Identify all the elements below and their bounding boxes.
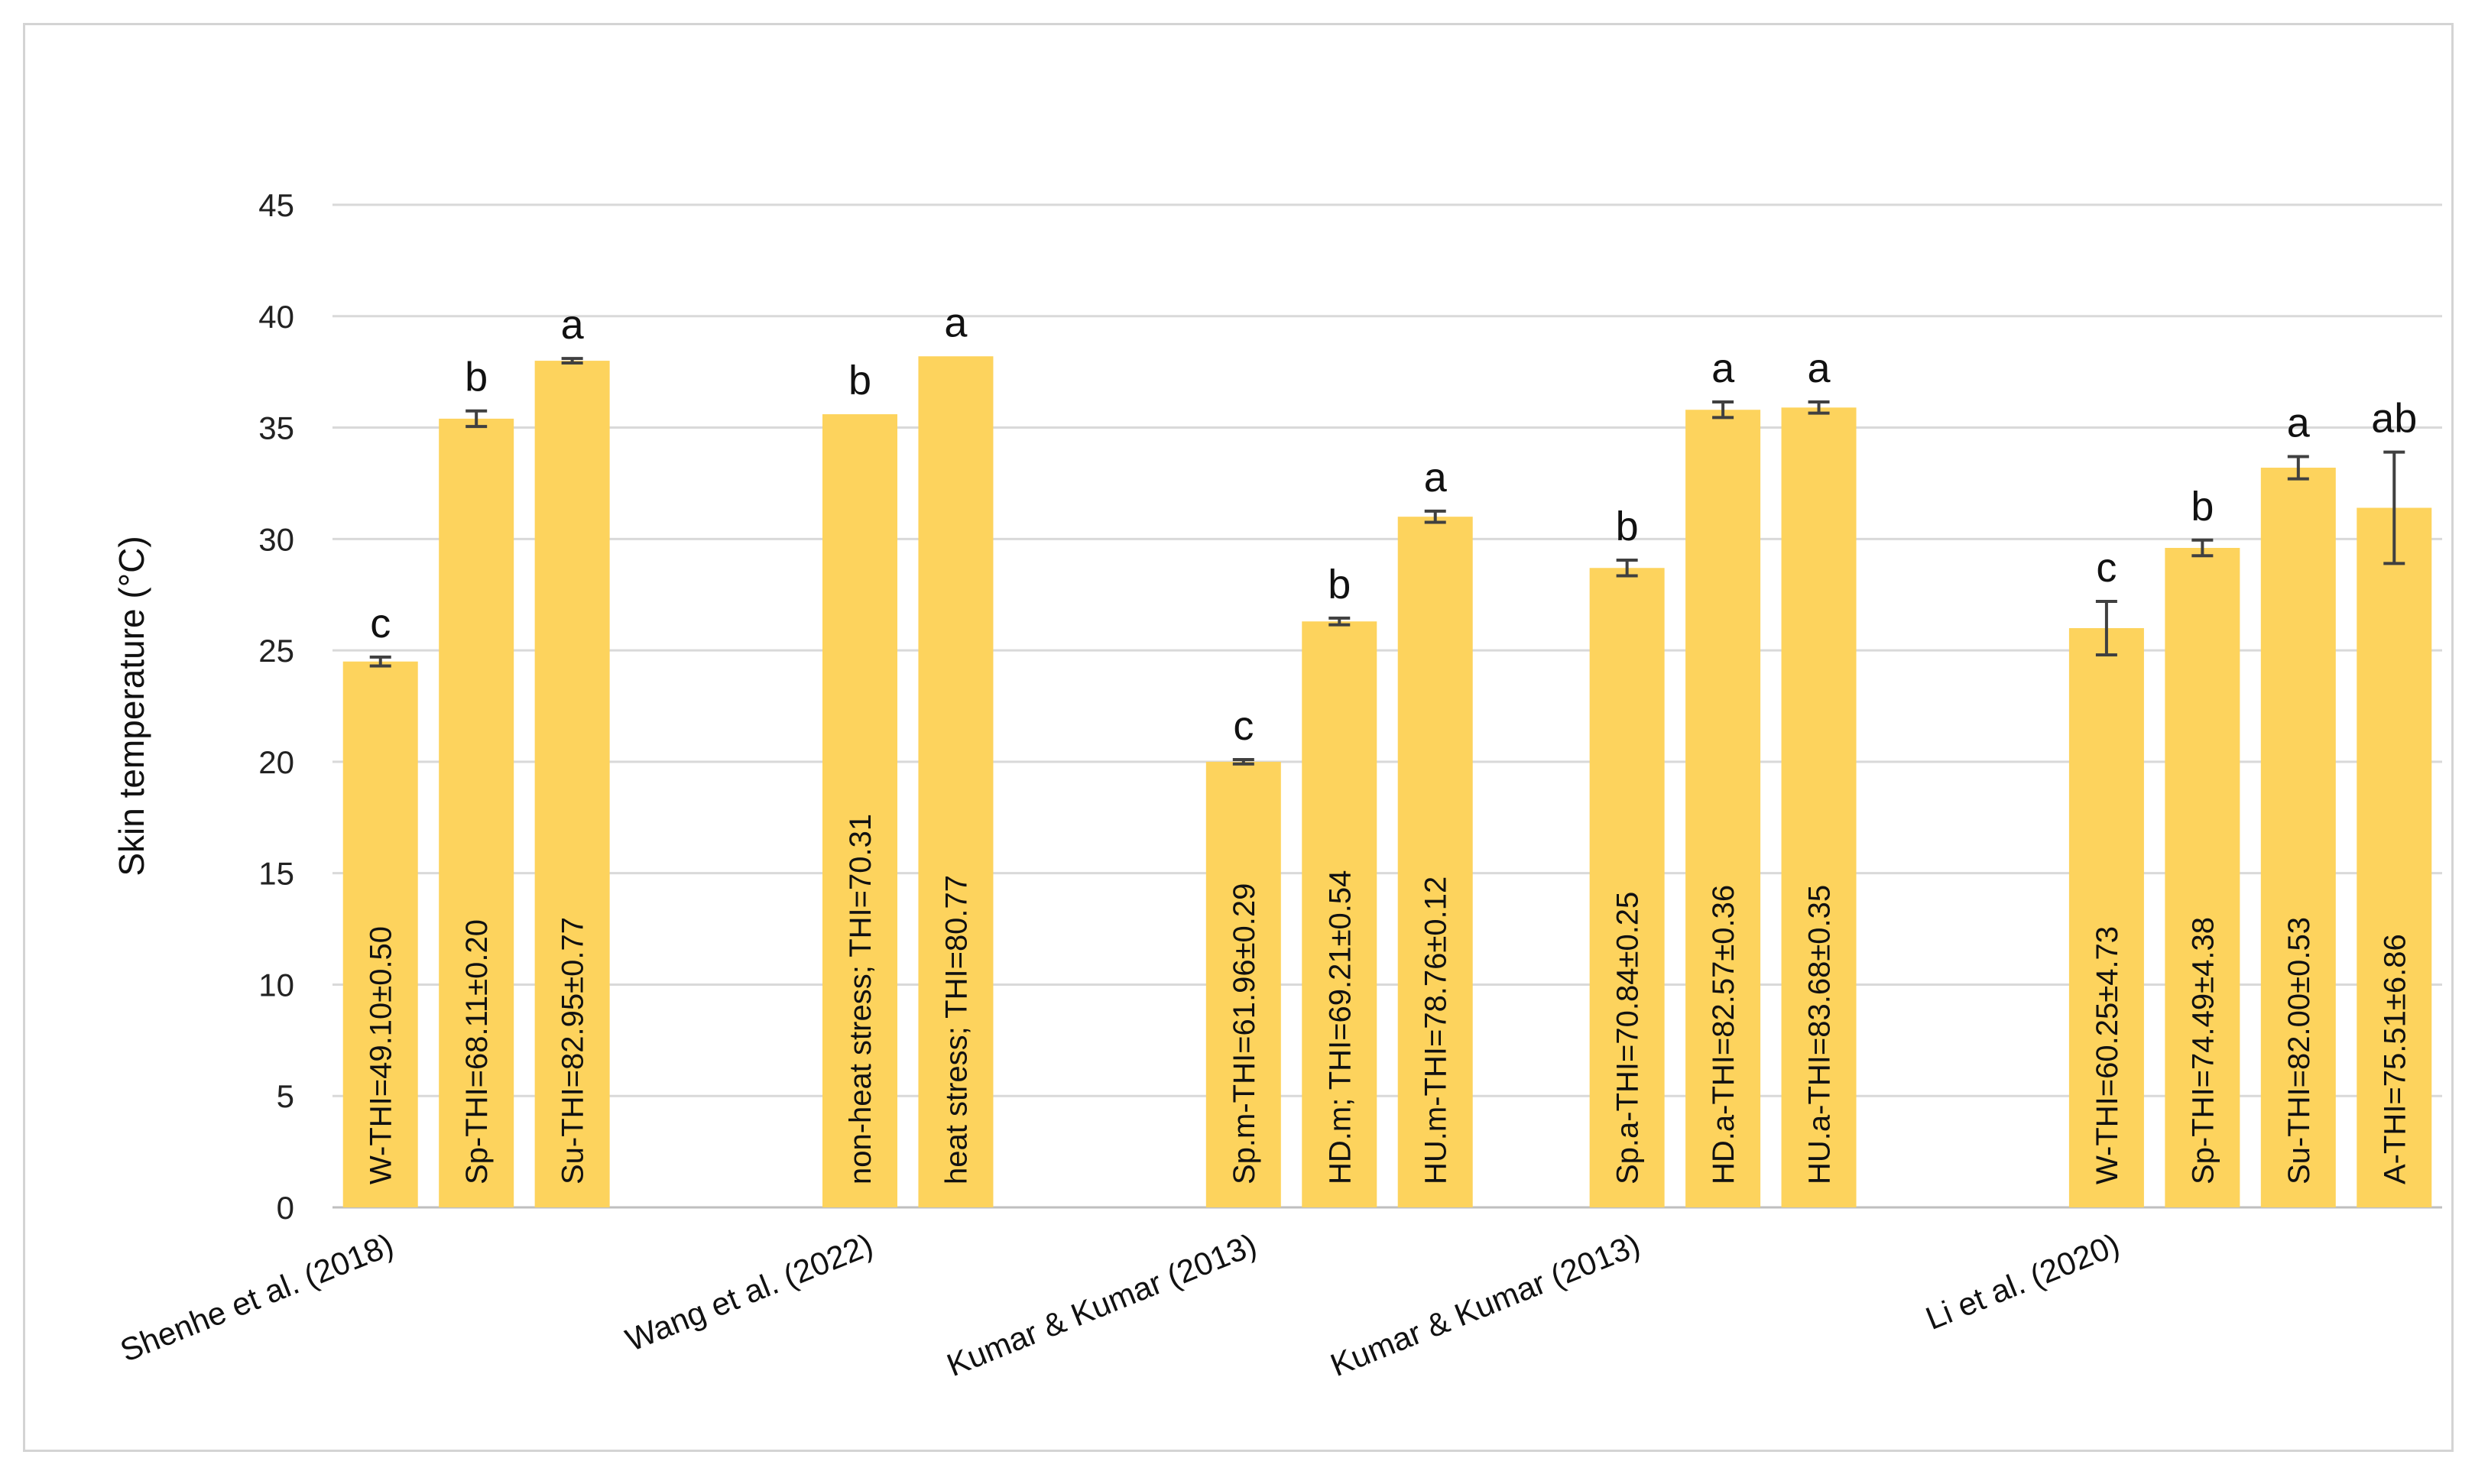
bar-label: Sp.m-THI=61.96±0.29 — [1228, 883, 1261, 1184]
bar-label: W-THI=60.25±4.73 — [2091, 926, 2124, 1184]
y-tick-label: 10 — [258, 967, 294, 1003]
bar — [2260, 468, 2336, 1207]
bar — [822, 414, 897, 1207]
y-axis-title: Skin temperature (°C) — [112, 536, 151, 876]
significance-letter: a — [1808, 345, 1831, 391]
bar — [918, 356, 994, 1207]
y-tick-label: 0 — [277, 1190, 294, 1226]
bar-label: Sp-THI=68.11±0.20 — [460, 919, 494, 1184]
y-tick-label: 5 — [277, 1078, 294, 1114]
bar-label: Su-THI=82.95±0.77 — [556, 917, 590, 1184]
significance-letter: b — [465, 355, 488, 400]
y-tick-label: 25 — [258, 633, 294, 669]
bar — [1302, 621, 1377, 1207]
significance-letter: b — [1616, 504, 1639, 549]
significance-letter: a — [1711, 345, 1735, 391]
bar — [2165, 547, 2240, 1207]
x-category-label: Shenhe et al. (2018) — [115, 1226, 399, 1369]
y-tick-label: 15 — [258, 856, 294, 892]
significance-letter: b — [2191, 484, 2214, 530]
significance-letter: c — [370, 601, 391, 646]
significance-letter: c — [1233, 703, 1254, 749]
bar — [1685, 410, 1761, 1207]
bar — [1205, 761, 1281, 1207]
bar — [1589, 568, 1665, 1207]
x-category-label: Kumar & Kumar (2013) — [1325, 1226, 1645, 1383]
bar-label: non-heat stress; THI=70.31 — [844, 814, 877, 1184]
y-tick-label: 30 — [258, 521, 294, 557]
significance-letter: a — [944, 300, 968, 345]
bar-label: HU.a-THI=83.68±0.35 — [1803, 885, 1837, 1184]
y-tick-label: 40 — [258, 299, 294, 335]
significance-letter: a — [1424, 455, 1448, 501]
bar — [1397, 517, 1473, 1207]
bars — [342, 356, 2432, 1208]
bar-label: W-THI=49.10±0.50 — [365, 926, 398, 1184]
y-tick-label: 45 — [258, 187, 294, 223]
x-category-label: Kumar & Kumar (2013) — [942, 1226, 1261, 1383]
significance-letter: b — [848, 358, 871, 403]
significance-letter: c — [2096, 545, 2117, 591]
significance-letter: ab — [2371, 396, 2417, 442]
bar-label: A-THI=75.51±6.86 — [2378, 934, 2412, 1184]
bar-label: Su-THI=82.00±0.53 — [2282, 917, 2316, 1184]
bar — [1781, 407, 1857, 1207]
x-category-label: Wang et al. (2022) — [621, 1226, 878, 1358]
significance-letter: a — [2287, 400, 2311, 446]
y-tick-label: 20 — [258, 744, 294, 780]
significance-letter: b — [1328, 562, 1351, 608]
bar-label: Sp-THI=74.49±4.38 — [2186, 917, 2220, 1184]
bar-label: HD.a-THI=82.57±0.36 — [1707, 885, 1740, 1184]
bar — [534, 361, 610, 1208]
x-category-label: Li et al. (2020) — [1921, 1226, 2125, 1337]
chart-frame — [23, 23, 2454, 1452]
bar — [2357, 507, 2432, 1207]
y-tick-label: 35 — [258, 410, 294, 446]
bar-label: Sp.a-THI=70.84±0.25 — [1611, 892, 1645, 1184]
bar-label: heat stress; THI=80.77 — [939, 875, 973, 1184]
bar — [342, 661, 418, 1207]
bar-label: HU.m-THI=78.76±0.12 — [1419, 876, 1453, 1184]
bar-label: HD.m; THI=69.21±0.54 — [1323, 870, 1357, 1184]
significance-letter: a — [561, 302, 585, 348]
bar — [439, 418, 514, 1207]
bar — [2068, 627, 2144, 1207]
